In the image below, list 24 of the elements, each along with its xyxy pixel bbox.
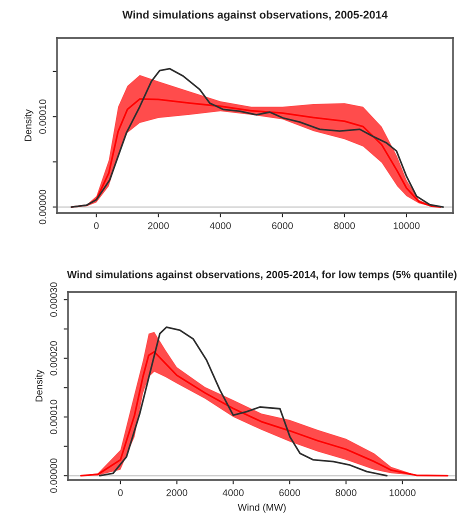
x-tick-label: 4000 [210,222,231,230]
x-tick-label: 0 [118,489,123,496]
x-tick-label: 10000 [394,222,420,230]
chart-title: Wind simulations against observations, 2005-2014 [122,10,388,21]
y-tick-label: 0.00010 [39,99,46,134]
y-tick-label: 0.00010 [50,400,58,434]
line-series [98,326,388,476]
x-tick-label: 6000 [279,489,300,496]
x-tick-label: 8000 [336,489,356,496]
y-tick-label: 0.00020 [50,341,58,376]
x-tick-label: 10000 [390,489,416,496]
x-tick-label: 0 [94,222,99,230]
x-tick-label: 2000 [166,489,188,496]
y-tick-label: 0.00000 [50,458,58,493]
x-tick-label: 6000 [272,222,293,230]
y-axis-title: Density [35,370,44,402]
y-axis-title: Density [24,109,34,141]
y-tick-label: 0.00000 [39,190,46,224]
x-tick-label: 4000 [222,489,244,496]
x-tick-label: 8000 [334,222,355,230]
x-axis-title: Wind (MW) [238,504,286,513]
y-tick-label: 0.00030 [50,282,58,317]
chart-title: Wind simulations against observations, 2005-2014, for low temps (5% quantile) [67,270,457,280]
x-tick-label: 2000 [148,222,169,230]
